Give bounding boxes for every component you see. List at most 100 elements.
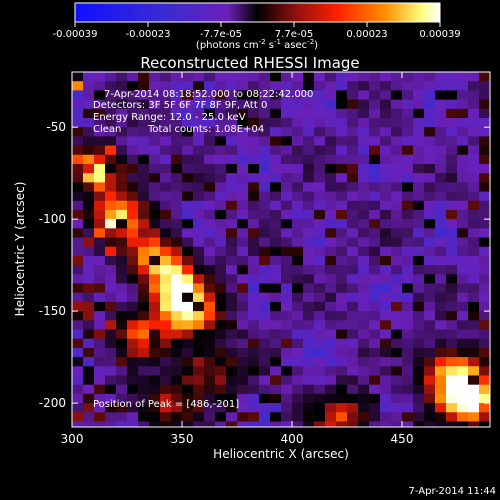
- heatmap-cell: [380, 127, 392, 137]
- heatmap-cell: [204, 357, 216, 367]
- heatmap-cell: [369, 145, 381, 156]
- heatmap-cell: [402, 191, 414, 202]
- heatmap-cell: [457, 347, 469, 358]
- heatmap-cell: [380, 347, 392, 358]
- heatmap-cell: [380, 219, 392, 229]
- heatmap-cell: [369, 108, 381, 119]
- heatmap-cell: [292, 81, 304, 91]
- heatmap-cell: [160, 145, 172, 156]
- heatmap-cell: [105, 403, 117, 413]
- heatmap-cell: [160, 357, 172, 367]
- heatmap-cell: [116, 421, 128, 427]
- heatmap-cell: [259, 108, 271, 119]
- heatmap-cell: [292, 209, 304, 220]
- heatmap-cell: [215, 384, 227, 395]
- heatmap-cell: [435, 90, 447, 101]
- heatmap-cell: [72, 292, 84, 303]
- heatmap-cell: [248, 338, 260, 349]
- heatmap-cell: [380, 163, 392, 174]
- heatmap-cell: [468, 311, 480, 321]
- heatmap-cell: [413, 320, 425, 331]
- heatmap-cell: [402, 200, 414, 211]
- heatmap-cell: [380, 72, 392, 82]
- heatmap-cell: [380, 228, 392, 239]
- heatmap-cell: [248, 320, 260, 331]
- heatmap-cell: [116, 357, 128, 367]
- heatmap-cell: [193, 209, 205, 220]
- heatmap-cell: [270, 393, 282, 404]
- heatmap-cell: [281, 366, 293, 377]
- heatmap-cell: [380, 108, 392, 119]
- heatmap-cell: [402, 366, 414, 377]
- heatmap-cell: [160, 163, 172, 174]
- heatmap-cell: [204, 338, 216, 349]
- heatmap-cell: [369, 219, 381, 229]
- heatmap-cell: [336, 173, 348, 183]
- heatmap-cell: [94, 72, 106, 82]
- heatmap-cell: [83, 421, 95, 427]
- heatmap-cell: [149, 191, 161, 202]
- heatmap-cell: [72, 393, 84, 404]
- heatmap-cell: [347, 246, 359, 257]
- heatmap-cell: [292, 301, 304, 312]
- heatmap-cell: [182, 274, 194, 285]
- heatmap-cell: [149, 81, 161, 91]
- heatmap-cell: [149, 163, 161, 174]
- heatmap-cell: [127, 81, 139, 91]
- heatmap-cell: [204, 274, 216, 285]
- heatmap-cell: [105, 357, 117, 367]
- heatmap-cell: [292, 412, 304, 423]
- heatmap-cell: [193, 301, 205, 312]
- heatmap-cell: [138, 283, 150, 294]
- heatmap-cell: [171, 311, 183, 321]
- heatmap-cell: [138, 219, 150, 229]
- heatmap-cell: [281, 357, 293, 367]
- heatmap-cell: [479, 200, 490, 211]
- heatmap-cell: [215, 347, 227, 358]
- heatmap-cell: [292, 311, 304, 321]
- heatmap-cell: [127, 329, 139, 340]
- heatmap-cell: [226, 403, 238, 413]
- heatmap-cell: [116, 384, 128, 395]
- heatmap-cell: [248, 228, 260, 239]
- heatmap-cell: [215, 237, 227, 248]
- heatmap-cell: [457, 246, 469, 257]
- heatmap-cell: [424, 154, 436, 165]
- heatmap-cell: [369, 338, 381, 349]
- heatmap-cell: [105, 384, 117, 395]
- heatmap-cell: [468, 393, 480, 404]
- heatmap-cell: [314, 292, 326, 303]
- heatmap-cell: [391, 209, 403, 220]
- heatmap-cell: [292, 191, 304, 202]
- heatmap-cell: [149, 154, 161, 165]
- heatmap-cell: [204, 320, 216, 331]
- heatmap-cell: [94, 338, 106, 349]
- heatmap-cell: [380, 393, 392, 404]
- heatmap-cell: [182, 228, 194, 239]
- heatmap-cell: [160, 237, 172, 248]
- heatmap-cell: [424, 403, 436, 413]
- heatmap-cell: [358, 228, 370, 239]
- heatmap-cell: [160, 228, 172, 239]
- heatmap-cell: [325, 403, 337, 413]
- heatmap-cell: [72, 182, 84, 193]
- heatmap-cell: [446, 191, 458, 202]
- heatmap-cell: [215, 431, 227, 441]
- heatmap-cell: [270, 127, 282, 137]
- heatmap-cell: [479, 431, 491, 441]
- heatmap-cell: [215, 255, 227, 266]
- heatmap-cell: [490, 431, 500, 441]
- heatmap-cell: [380, 154, 392, 165]
- heatmap-cell: [424, 311, 436, 321]
- heatmap-cell: [149, 228, 161, 239]
- heatmap-cell: [116, 81, 128, 91]
- heatmap-cell: [490, 265, 500, 275]
- heatmap-cell: [237, 72, 249, 82]
- heatmap-cell: [83, 200, 95, 211]
- heatmap-cell: [391, 72, 403, 82]
- heatmap-cell: [215, 375, 227, 386]
- heatmap-cell: [270, 384, 282, 395]
- heatmap-cell: [72, 338, 84, 349]
- heatmap-cell: [171, 117, 183, 128]
- heatmap-cell: [270, 366, 282, 377]
